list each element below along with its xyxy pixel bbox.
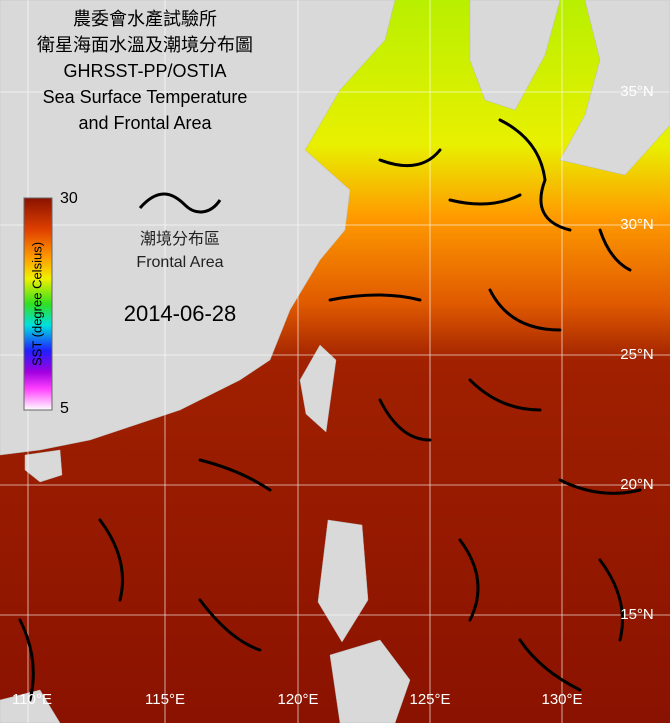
lat-label: 25°N — [620, 346, 654, 363]
colorbar-label: SST (degree Celsius) — [29, 242, 44, 366]
colorbar — [23, 197, 53, 411]
title-line: Sea Surface Temperature — [43, 87, 248, 107]
title-line: and Frontal Area — [78, 113, 212, 133]
fronts — [18, 118, 642, 702]
date: 2014-06-28 — [124, 301, 237, 326]
front-legend-symbol — [138, 192, 222, 214]
front-legend-zh: 潮境分布區 — [140, 229, 220, 248]
lat-label: 15°N — [620, 606, 654, 623]
title-line: GHRSST-PP/OSTIA — [63, 61, 226, 81]
colorbar-min: 5 — [60, 400, 69, 417]
front-legend-en: Frontal Area — [136, 254, 223, 271]
lon-label: 110°E — [12, 691, 52, 708]
lat-label: 35°N — [620, 83, 654, 100]
title-line: 農委會水產試驗所 — [73, 9, 217, 29]
lat-label: 20°N — [620, 476, 654, 493]
lon-label: 130°E — [541, 691, 582, 708]
colorbar-max: 30 — [60, 190, 78, 207]
lon-label: 115°E — [145, 691, 185, 708]
lon-label: 120°E — [277, 691, 318, 708]
lat-label: 30°N — [620, 216, 654, 233]
title-line: 衛星海面水溫及潮境分布圖 — [37, 35, 253, 55]
lon-label: 125°E — [409, 691, 450, 708]
title-block: 農委會水產試驗所 衛星海面水溫及潮境分布圖 GHRSST-PP/OSTIA Se… — [37, 9, 253, 133]
